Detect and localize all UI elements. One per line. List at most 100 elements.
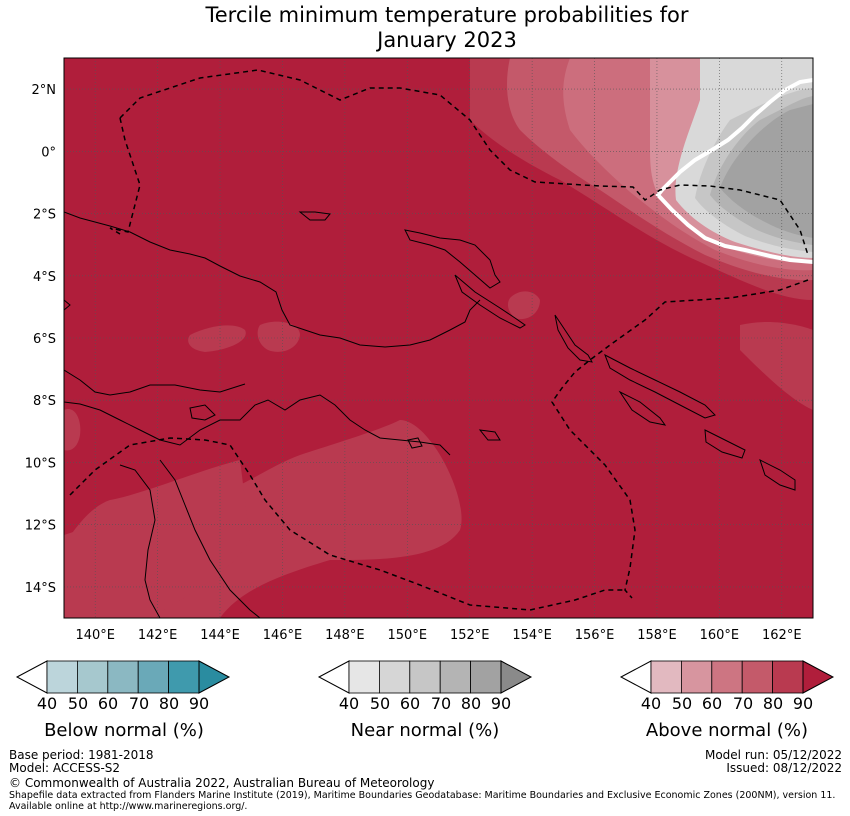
coastline-australia-east (159, 459, 261, 618)
above-normal-swatch (772, 660, 804, 694)
eez-boundaries (69, 69, 809, 611)
shapefile-credit: Shapefile data extracted from Flanders M… (9, 790, 835, 812)
eez-boundary-png-north (119, 69, 809, 256)
below-tick-60: 60 (97, 694, 119, 713)
latitude-labels: 2°N 0° 2°S 4°S 6°S 8°S 10°S 12°S 14°S (25, 83, 56, 596)
shapefile-credit-line-2: Available online at http://www.marinereg… (9, 801, 248, 812)
title-line-1: Tercile minimum temperature probabilitie… (205, 3, 689, 27)
copyright: © Commonwealth of Australia 2022, Austra… (9, 776, 435, 790)
lat-label: 4°S (33, 270, 56, 285)
lat-label: 14°S (25, 581, 56, 596)
above-normal-swatch (711, 660, 743, 694)
above-tick-50: 50 (671, 694, 693, 713)
probability-contours (64, 58, 813, 618)
below-tick-70: 70 (128, 694, 150, 713)
coastline-new-guinea-south (64, 394, 451, 456)
coastline-solomon-south (618, 390, 667, 426)
above-normal-swatch (741, 660, 774, 694)
near-normal-swatch (409, 660, 441, 694)
near-normal-label: Near normal (%) (350, 720, 500, 741)
map-frame (63, 57, 814, 619)
near-normal-boundary (655, 78, 814, 264)
coastline-solomon-islands (604, 353, 716, 419)
below-normal-swatch (137, 660, 169, 694)
lat-label: 0° (41, 145, 56, 160)
lat-label: 12°S (25, 519, 56, 534)
below-tick-40: 40 (36, 694, 58, 713)
above-normal-swatch (681, 660, 713, 694)
coastline-australia-cape-york (119, 464, 161, 618)
eez-boundary-png-west (109, 117, 141, 235)
coastlines (64, 211, 796, 618)
lon-label: 148°E (325, 628, 365, 643)
above-tick-80: 80 (762, 694, 784, 713)
eez-boundary-east (551, 279, 809, 599)
colorbar-above-normal (619, 660, 835, 694)
coastline-west-papua (64, 299, 71, 311)
below-normal-swatch (77, 660, 109, 694)
near-tick-70: 70 (430, 694, 452, 713)
near-tick-90: 90 (490, 694, 512, 713)
lat-label: 8°S (33, 394, 56, 409)
contour-near-80 (720, 104, 813, 238)
above-tick-90: 90 (792, 694, 814, 713)
below-tick-90: 90 (188, 694, 210, 713)
near-normal-swatch (378, 660, 411, 694)
footer-left: Base period: 1981-2018 Model: ACCESS-S2 (9, 749, 154, 775)
near-tick-80: 80 (460, 694, 482, 713)
coastline-new-guinea-north (64, 211, 481, 348)
above-normal-swatch (650, 660, 682, 694)
chart-title: Tercile minimum temperature probabilitie… (0, 3, 850, 53)
near-normal-min-arrow (317, 660, 350, 694)
near-normal-swatch (348, 660, 380, 694)
near-normal-max-arrow (500, 660, 533, 694)
lat-label: 2°N (32, 83, 57, 98)
lon-label: 152°E (450, 628, 490, 643)
below-normal-min-arrow (15, 660, 48, 694)
lat-label: 10°S (25, 456, 56, 471)
above-normal-max-arrow (802, 660, 835, 694)
model-run: Model run: 05/12/2022 (704, 748, 842, 762)
coastline-new-guinea-west (64, 369, 246, 396)
issued-date: Issued: 08/12/2022 (726, 761, 842, 775)
above-tick-40: 40 (640, 694, 662, 713)
coastline-louisiade (478, 429, 501, 441)
coastline-bougainville (554, 314, 593, 363)
footer-right: Model run: 05/12/2022 Issued: 08/12/2022 (705, 749, 842, 775)
coastline-new-britain (404, 229, 501, 289)
coastline-manus (298, 211, 331, 221)
below-normal-swatch (107, 660, 139, 694)
lon-label: 162°E (762, 628, 802, 643)
colorbar-near-normal (317, 660, 533, 694)
contour-above-80-west (64, 409, 81, 451)
lon-label: 154°E (512, 628, 552, 643)
lon-label: 158°E (637, 628, 677, 643)
below-normal-label: Below normal (%) (44, 720, 204, 741)
lon-label: 142°E (138, 628, 178, 643)
title-line-2: January 2023 (377, 28, 517, 52)
coastline-makira (759, 459, 796, 491)
model-name: Model: ACCESS-S2 (9, 761, 121, 775)
base-period: Base period: 1981-2018 (9, 748, 154, 762)
above-normal-label: Above normal (%) (645, 720, 809, 741)
below-normal-max-arrow (198, 660, 231, 694)
near-normal-swatch (439, 660, 472, 694)
colorbar-below-normal (15, 660, 231, 694)
shapefile-credit-line-1: Shapefile data extracted from Flanders M… (9, 790, 836, 801)
coastline-guadalcanal (704, 429, 746, 459)
above-tick-70: 70 (732, 694, 754, 713)
near-tick-40: 40 (338, 694, 360, 713)
lon-label: 150°E (388, 628, 428, 643)
lon-label: 144°E (200, 628, 240, 643)
above-tick-60: 60 (701, 694, 723, 713)
near-normal-swatch (470, 660, 502, 694)
near-tick-50: 50 (369, 694, 391, 713)
contour-above-80-solomon (740, 322, 813, 410)
contour-above-80-png (257, 321, 300, 352)
below-tick-50: 50 (67, 694, 89, 713)
lat-label: 6°S (33, 332, 56, 347)
coastline-dentrecasteaux (407, 437, 423, 449)
lon-label: 146°E (263, 628, 303, 643)
above-normal-min-arrow (619, 660, 652, 694)
